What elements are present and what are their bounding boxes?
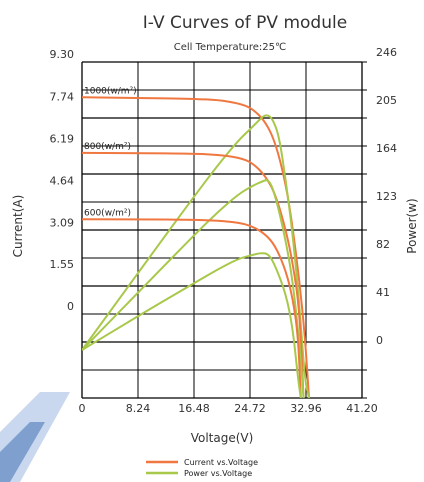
power-curve bbox=[82, 114, 310, 398]
x-axis-label: Voltage(V) bbox=[191, 431, 254, 445]
x-tick-label: 41.20 bbox=[346, 402, 378, 415]
current-curve bbox=[82, 218, 302, 398]
x-tick-label: 8.24 bbox=[126, 402, 151, 415]
x-tick-label: 32.96 bbox=[290, 402, 322, 415]
irradiance-label: 1000(w/m²) bbox=[84, 86, 137, 96]
legend: Current vs.Voltage Power vs.Voltage bbox=[146, 458, 258, 478]
power-curve bbox=[82, 252, 302, 398]
power-curve bbox=[82, 179, 305, 398]
corner-band-dark bbox=[0, 422, 45, 482]
y2-tick-label: 41 bbox=[376, 286, 390, 299]
tick-labels: 0 8.24 16.48 24.72 32.96 41.20 0 1.55 3.09 4.64 6.… bbox=[50, 46, 398, 415]
irradiance-label: 800(w/m²) bbox=[84, 142, 131, 152]
y-tick-label: 7.74 bbox=[50, 90, 75, 103]
y-tick-label: 4.64 bbox=[50, 174, 75, 187]
grid bbox=[81, 61, 367, 399]
y2-tick-label: 164 bbox=[376, 142, 397, 155]
current-curve bbox=[82, 151, 305, 398]
irradiance-label: 600(w/m²) bbox=[84, 208, 131, 218]
irradiance-labels: 1000(w/m²) 800(w/m²) 600(w/m²) bbox=[84, 86, 137, 218]
y-tick-label: 1.55 bbox=[50, 258, 75, 271]
curves bbox=[82, 96, 310, 398]
y-tick-label: 3.09 bbox=[50, 216, 75, 229]
y-tick-label: 9.30 bbox=[50, 48, 75, 61]
y-tick-label: 6.19 bbox=[50, 132, 75, 145]
current-curve bbox=[82, 96, 310, 398]
legend-entry: Current vs.Voltage bbox=[184, 458, 258, 467]
y2-tick-label: 0 bbox=[376, 334, 383, 347]
y-tick-label: 0 bbox=[67, 300, 74, 313]
x-tick-label: 16.48 bbox=[178, 402, 210, 415]
legend-entry: Power vs.Voltage bbox=[184, 469, 252, 478]
y2-tick-label: 123 bbox=[376, 190, 397, 203]
x-tick-label: 24.72 bbox=[234, 402, 266, 415]
x-tick-label: 0 bbox=[79, 402, 86, 415]
y2-tick-label: 82 bbox=[376, 238, 390, 251]
decorative-corner-band bbox=[0, 392, 70, 482]
y2-tick-label: 205 bbox=[376, 94, 397, 107]
y-axis-label: Current(A) bbox=[11, 195, 25, 258]
y2-axis-label: Power(w) bbox=[405, 198, 419, 253]
chart-title: I-V Curves of PV module bbox=[143, 13, 347, 33]
chart-subtitle: Cell Temperature:25℃ bbox=[174, 42, 287, 53]
y2-tick-label: 246 bbox=[376, 46, 397, 59]
